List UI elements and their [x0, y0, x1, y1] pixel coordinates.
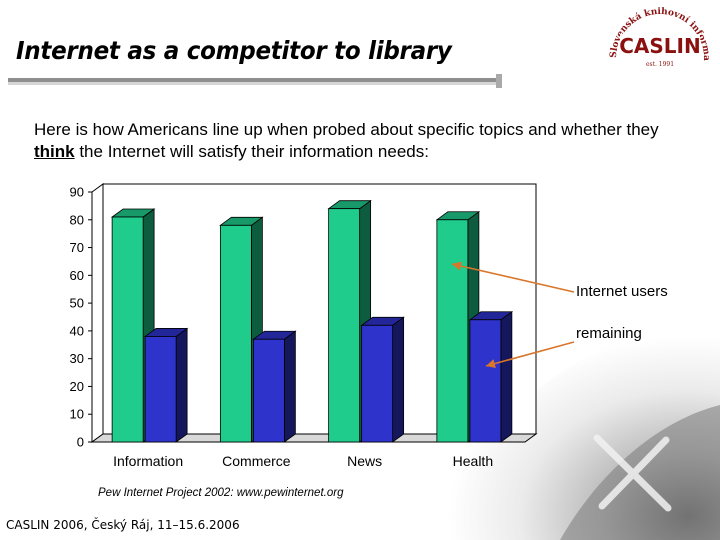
bar-side — [283, 330, 296, 443]
title-underline-tip — [496, 74, 502, 88]
x-category-label: Information — [113, 453, 183, 469]
x-category-label: Health — [453, 453, 493, 469]
intro-text-part-1: Here is how Americans line up when probe… — [34, 120, 659, 139]
y-tick-label: 10 — [70, 407, 84, 422]
chart-side-wall — [91, 183, 104, 443]
logo-caslin-text: CASLIN — [619, 34, 700, 58]
legend-label-internet-users: Internet users — [576, 283, 668, 300]
bar-side — [500, 310, 513, 443]
bar-front — [144, 336, 177, 443]
intro-keyword: think — [34, 142, 75, 161]
y-tick-label: 90 — [70, 185, 84, 200]
legend-arrow-internet-users — [451, 263, 575, 293]
bar-remaining — [143, 327, 189, 443]
source-note: Pew Internet Project 2002: www.pewintern… — [98, 487, 344, 499]
bar-remaining — [468, 310, 514, 443]
y-tick-label: 0 — [77, 435, 84, 450]
bar-side — [175, 327, 188, 443]
bar-remaining — [360, 316, 405, 443]
bar-front — [219, 224, 252, 443]
y-tick-label: 60 — [70, 268, 84, 283]
bar-front — [361, 324, 394, 443]
y-tick-label: 20 — [70, 379, 84, 394]
slide-footer: CASLIN 2006, Český Ráj, 11–15.6.2006 — [6, 518, 240, 532]
x-category-label: Commerce — [222, 453, 291, 469]
y-tick-label: 80 — [70, 212, 84, 227]
y-tick-label: 30 — [70, 351, 84, 366]
arrowhead — [452, 261, 462, 271]
x-category-label: News — [347, 453, 382, 469]
intro-text-part-2: the Internet will satisfy their informat… — [74, 142, 429, 161]
logo-est-text: est. 1991 — [646, 61, 674, 68]
slide-title: Internet as a competitor to library — [16, 36, 452, 65]
title-underline — [8, 78, 502, 82]
y-tick-label: 40 — [70, 323, 84, 338]
bar-front — [252, 338, 285, 443]
bar-front — [436, 219, 469, 443]
intro-text: Here is how Americans line up when probe… — [34, 119, 684, 163]
legend-label-remaining: remaining — [576, 325, 642, 342]
x-key-decoration — [593, 434, 672, 512]
arrowhead — [486, 359, 496, 368]
y-tick-label: 50 — [70, 296, 84, 311]
bar-internet-users — [435, 210, 481, 443]
caslin-logo: Slovenská knihovní informační síť · Česk… — [600, 0, 711, 68]
bar-remaining — [252, 330, 297, 443]
y-tick-label: 70 — [70, 240, 84, 255]
bar-front — [328, 208, 361, 443]
bar-internet-users — [110, 208, 156, 443]
bar-side — [392, 316, 405, 443]
bar-front — [469, 319, 502, 443]
legend-arrow-remaining — [485, 341, 575, 367]
title-underline-shadow — [8, 82, 502, 85]
bar-front — [111, 216, 144, 443]
